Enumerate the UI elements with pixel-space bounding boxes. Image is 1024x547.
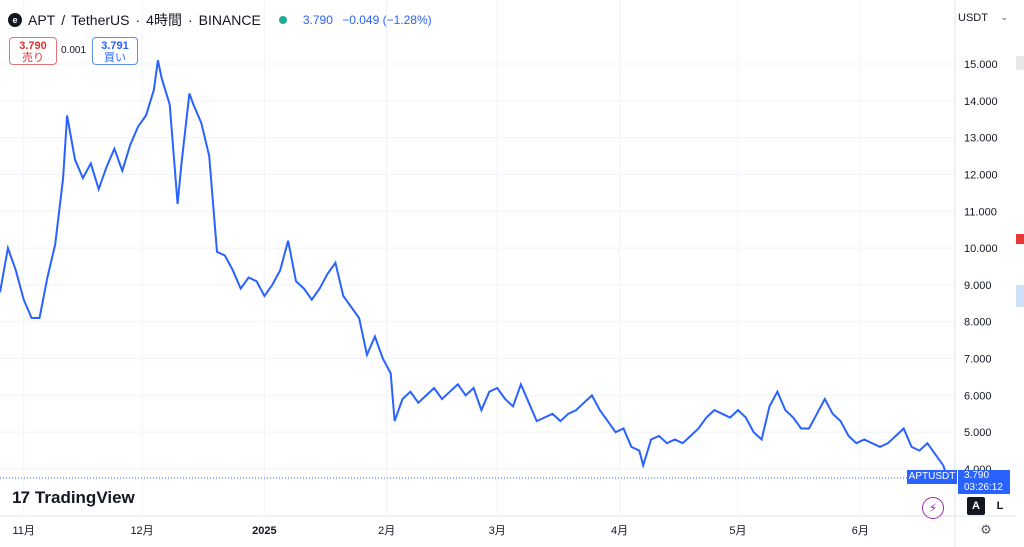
tradingview-logo[interactable]: 17 TradingView [12, 488, 135, 508]
sell-price: 3.790 [19, 40, 47, 52]
x-tick-label: 4月 [611, 525, 628, 537]
currency-label: USDT [958, 12, 988, 24]
apt-logo-icon: e [8, 13, 22, 27]
buy-button[interactable]: 3.791 買い [92, 37, 138, 65]
x-tick-label: 12月 [130, 525, 153, 537]
y-tick-label: 8.000 [964, 317, 992, 329]
y-tick-label: 10.000 [964, 243, 998, 255]
symbol-price-tag: APTUSDT [907, 470, 957, 484]
sell-label: 売り [22, 52, 44, 64]
x-tick-label: 6月 [852, 525, 869, 537]
x-tick-label: 2025 [252, 525, 276, 537]
edge-tab-blue [1016, 285, 1024, 307]
x-tick-label: 5月 [729, 525, 746, 537]
market-open-icon [278, 16, 287, 24]
gear-icon[interactable]: ⚙ [980, 522, 992, 537]
sell-button[interactable]: 3.790 売り [9, 37, 57, 65]
log-scale-button[interactable]: L [996, 500, 1004, 512]
y-tick-label: 6.000 [964, 390, 992, 402]
symbol-separator: / [61, 12, 66, 28]
y-tick-label: 12.000 [964, 169, 998, 181]
symbol-header[interactable]: e APT / TetherUS · 4時間 · BINANCE 3.790 −… [8, 9, 432, 31]
spread-value: 0.001 [61, 45, 87, 56]
exchange-label: BINANCE [198, 12, 261, 28]
buy-label: 買い [104, 52, 126, 64]
change-value: −0.049 [342, 13, 380, 27]
time-axis[interactable]: 11月 12月 2025 2月 3月 4月 5月 6月 [12, 525, 868, 537]
quote-name: TetherUS [71, 12, 130, 28]
x-tick-label: 3月 [489, 525, 506, 537]
symbol-ticker: APT [28, 12, 56, 28]
last-price-header: 3.790 [302, 13, 333, 27]
price-series-line [0, 60, 949, 478]
flash-icon[interactable]: ⚡ [922, 497, 944, 519]
x-tick-label: 2月 [378, 525, 395, 537]
y-tick-label: 9.000 [964, 280, 992, 292]
auto-scale-button[interactable]: A [967, 497, 985, 515]
bar-countdown: 03:26:12 [964, 482, 1003, 493]
chevron-down-icon: ⌄ [1000, 12, 1008, 22]
currency-selector[interactable]: USDT ⌄ [958, 12, 1014, 24]
y-tick-label: 14.000 [964, 96, 998, 108]
title-separator: · [135, 12, 141, 28]
last-price-value: 3.790 [964, 470, 990, 481]
y-tick-label: 5.000 [964, 427, 992, 439]
last-price-tag: 3.790 03:26:12 [958, 470, 1010, 494]
y-tick-label: 13.000 [964, 133, 998, 145]
brand-name: TradingView [34, 488, 135, 507]
quote-values: 3.790 −0.049 (−1.28%) [303, 13, 432, 27]
edge-tab-grey [1016, 56, 1024, 70]
tradingview-mark-icon: 17 [12, 488, 30, 507]
change-percent: (−1.28%) [382, 13, 432, 27]
y-tick-label: 7.000 [964, 354, 992, 366]
title-separator-2: · [187, 12, 193, 28]
x-tick-label: 11月 [12, 525, 34, 537]
interval-label[interactable]: 4時間 [146, 12, 182, 28]
edge-tab-red [1016, 234, 1024, 244]
buy-price: 3.791 [101, 40, 129, 52]
y-tick-label: 11.000 [964, 206, 997, 218]
y-tick-label: 15.000 [964, 59, 998, 71]
price-axis[interactable]: 4.0005.0006.0007.0008.0009.00010.00011.0… [964, 59, 998, 476]
